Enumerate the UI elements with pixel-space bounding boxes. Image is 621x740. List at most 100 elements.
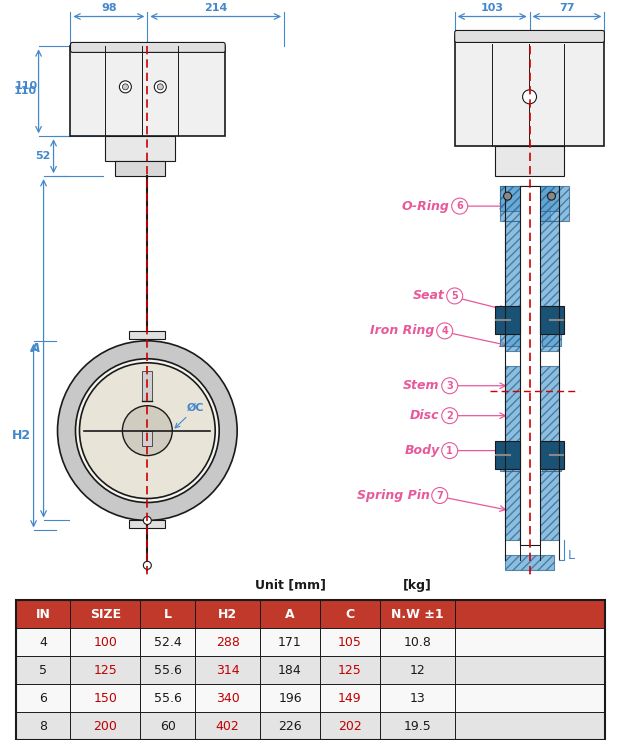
Text: N.W ±1: N.W ±1: [391, 608, 443, 621]
Text: 149: 149: [338, 692, 361, 704]
Bar: [16, 600, 605, 628]
Bar: [16, 628, 605, 656]
Text: Iron Ring: Iron Ring: [370, 324, 435, 337]
Bar: [540, 186, 569, 221]
Text: Spring Pin: Spring Pin: [357, 489, 430, 502]
Text: 110: 110: [14, 87, 37, 96]
Text: 340: 340: [215, 692, 240, 704]
Circle shape: [122, 406, 172, 456]
Text: Stem: Stem: [403, 379, 440, 392]
Circle shape: [522, 90, 537, 104]
Polygon shape: [494, 440, 520, 468]
Circle shape: [122, 84, 129, 90]
Text: 103: 103: [481, 2, 504, 13]
Bar: [542, 326, 561, 346]
Text: 200: 200: [94, 719, 117, 733]
Circle shape: [157, 84, 163, 90]
Bar: [494, 147, 564, 176]
Text: 5: 5: [39, 664, 47, 676]
Text: 19.5: 19.5: [404, 719, 431, 733]
Bar: [505, 366, 530, 445]
Text: 6: 6: [39, 692, 47, 704]
Bar: [500, 451, 520, 471]
Circle shape: [155, 81, 166, 92]
Bar: [129, 520, 165, 528]
Bar: [106, 136, 175, 161]
Text: O-Ring: O-Ring: [402, 200, 450, 212]
Text: IN: IN: [35, 608, 50, 621]
Text: Unit [mm]: Unit [mm]: [255, 579, 325, 592]
Bar: [535, 366, 560, 445]
Text: 52: 52: [35, 151, 50, 161]
Bar: [129, 331, 165, 339]
Text: 171: 171: [278, 636, 302, 649]
Text: 4: 4: [39, 636, 47, 649]
Polygon shape: [540, 306, 564, 334]
Text: Disc: Disc: [410, 409, 440, 423]
Text: 52.4: 52.4: [154, 636, 182, 649]
Text: 60: 60: [160, 719, 176, 733]
Circle shape: [504, 192, 512, 200]
Circle shape: [76, 359, 219, 502]
Bar: [505, 556, 555, 571]
Text: 98: 98: [101, 2, 117, 13]
Bar: [142, 371, 152, 400]
Circle shape: [437, 323, 453, 339]
Text: C: C: [345, 608, 355, 621]
Text: Seat: Seat: [413, 289, 445, 303]
Text: 214: 214: [204, 2, 227, 13]
Text: 12: 12: [409, 664, 425, 676]
Bar: [500, 186, 560, 211]
Text: 7: 7: [437, 491, 443, 500]
Text: H2: H2: [11, 429, 30, 442]
Circle shape: [442, 408, 458, 424]
Circle shape: [143, 517, 152, 525]
Bar: [116, 161, 165, 176]
Polygon shape: [494, 306, 520, 334]
Bar: [16, 684, 605, 712]
Text: 110: 110: [15, 81, 38, 91]
Text: 288: 288: [215, 636, 240, 649]
Bar: [16, 712, 605, 740]
Text: 6: 6: [456, 201, 463, 211]
FancyBboxPatch shape: [71, 42, 225, 53]
FancyBboxPatch shape: [455, 30, 604, 42]
Text: 105: 105: [338, 636, 362, 649]
Circle shape: [442, 377, 458, 394]
Bar: [535, 471, 560, 540]
Text: 4: 4: [442, 326, 448, 336]
Text: 100: 100: [94, 636, 117, 649]
Text: 3: 3: [446, 381, 453, 391]
Bar: [16, 600, 605, 740]
Text: 55.6: 55.6: [154, 692, 182, 704]
Bar: [142, 431, 152, 445]
Bar: [455, 36, 604, 147]
Text: 2: 2: [446, 411, 453, 420]
Text: 5: 5: [451, 291, 458, 301]
Text: 125: 125: [94, 664, 117, 676]
Bar: [520, 186, 540, 545]
Bar: [16, 656, 605, 684]
Text: [kg]: [kg]: [403, 579, 432, 592]
Text: A: A: [31, 342, 40, 354]
Text: 77: 77: [560, 2, 574, 13]
Polygon shape: [540, 440, 564, 468]
Text: 125: 125: [338, 664, 362, 676]
Circle shape: [446, 288, 463, 304]
Circle shape: [432, 488, 448, 503]
Text: L: L: [164, 608, 172, 621]
Text: A: A: [285, 608, 295, 621]
Bar: [505, 471, 530, 540]
Text: 202: 202: [338, 719, 362, 733]
Circle shape: [451, 198, 468, 214]
Circle shape: [143, 562, 152, 569]
Text: 55.6: 55.6: [154, 664, 182, 676]
Circle shape: [119, 81, 132, 92]
Text: 226: 226: [278, 719, 302, 733]
Circle shape: [58, 341, 237, 520]
Text: 1: 1: [446, 445, 453, 456]
Text: 184: 184: [278, 664, 302, 676]
Bar: [505, 221, 530, 351]
Text: 402: 402: [215, 719, 240, 733]
Circle shape: [548, 192, 556, 200]
